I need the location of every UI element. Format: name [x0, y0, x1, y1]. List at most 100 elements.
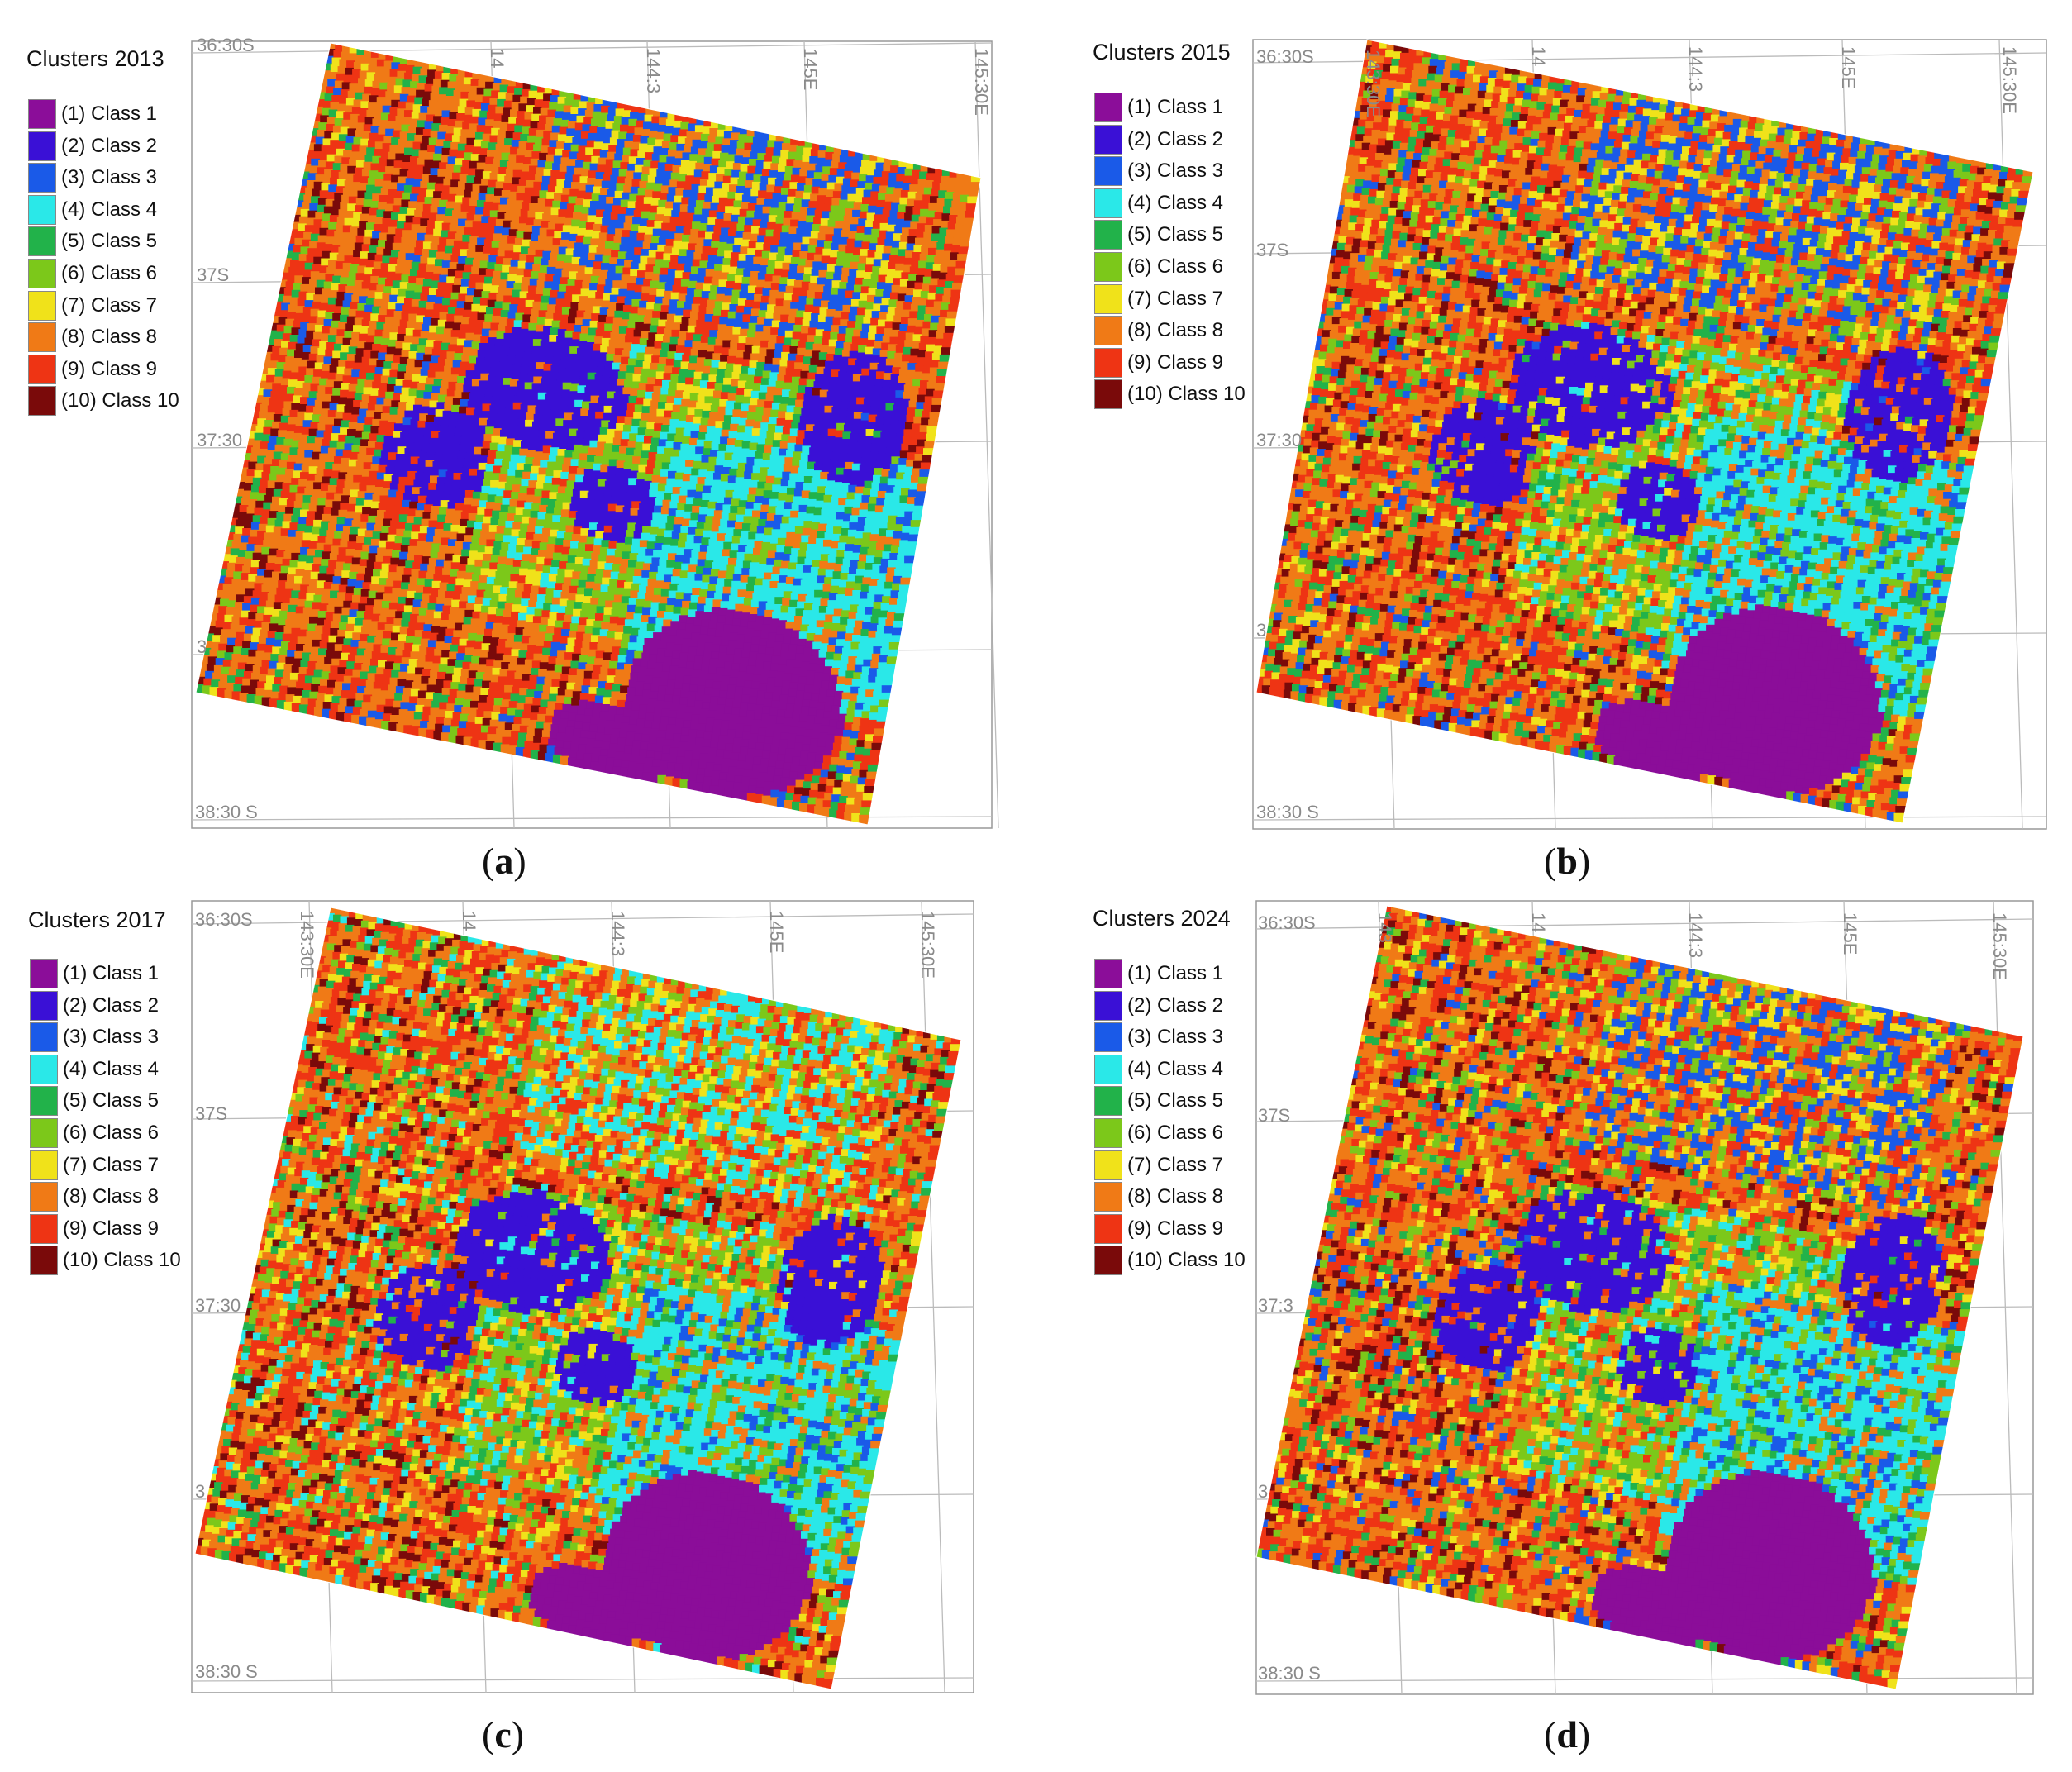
longitude-label: 144:3 — [607, 911, 628, 956]
legend-swatch — [1094, 283, 1122, 314]
map-frame — [1255, 900, 2034, 1695]
classified-scene — [195, 907, 961, 1689]
legend-swatch — [28, 322, 56, 353]
legend-label: (4) Class 4 — [1127, 1058, 1223, 1081]
legend-item: (8) Class 8 — [1094, 316, 1276, 347]
legend-swatch — [1094, 316, 1122, 346]
legend-label: (9) Class 9 — [1127, 351, 1223, 374]
legend-item: (9) Class 9 — [30, 1213, 212, 1246]
map-frame — [191, 40, 993, 829]
legend-label: (7) Class 7 — [1127, 288, 1223, 311]
longitude-label: 14 — [1528, 46, 1549, 66]
legend-label: (4) Class 4 — [61, 198, 157, 222]
legend-label: (3) Class 3 — [1127, 1026, 1223, 1049]
panel-a: 36:30S 37S 37:30 3 38:30 S 14 144:3 145E 145:30E… — [0, 0, 1036, 886]
cluster-map-2015: 36:30S 37S 37:30 3 38:30 S 143:30E 14 144:3 145E… — [1252, 39, 2047, 830]
legend-item: (2) Class 2 — [28, 131, 210, 163]
legend-label: (2) Class 2 — [61, 135, 157, 158]
legend-item: (3) Class 3 — [1094, 1022, 1276, 1054]
legend-item: (2) Class 2 — [1094, 124, 1276, 156]
legend-item: (9) Class 9 — [28, 354, 210, 386]
legend-swatch — [1094, 1150, 1122, 1180]
legend-swatch — [1094, 1213, 1122, 1244]
legend-label: (5) Class 5 — [1127, 223, 1223, 246]
legend-swatch — [28, 290, 56, 321]
graticule-lat-line — [1255, 1677, 2034, 1682]
legend-label: (10) Class 10 — [1127, 1249, 1246, 1272]
cluster-map-2017: 36:30S 37S 37:30 3 38:30 S 143:30E 14 144:3 145E… — [191, 900, 974, 1693]
legend-label: (9) Class 9 — [1127, 1217, 1223, 1241]
legend-item: (8) Class 8 — [30, 1182, 212, 1213]
graticule-lat-line — [191, 1677, 974, 1682]
latitude-label: 3 — [1258, 1481, 1268, 1502]
longitude-label: 145:30E — [1989, 912, 2010, 980]
legend-item: (1) Class 1 — [28, 99, 210, 131]
longitude-label: 145:30E — [917, 911, 938, 979]
legend-swatch — [1094, 990, 1122, 1021]
longitude-label: 145E — [1838, 46, 1859, 88]
legend-swatch — [28, 354, 56, 384]
graticule-lat-line — [191, 913, 974, 925]
legend-label: (10) Class 10 — [63, 1249, 181, 1272]
longitude-label: 143 — [1374, 912, 1395, 943]
legend-item: (4) Class 4 — [28, 194, 210, 226]
legend-label: (2) Class 2 — [63, 994, 159, 1017]
graticule-lon-line — [1993, 900, 2017, 1695]
legend-label: (6) Class 6 — [1127, 255, 1223, 279]
latitude-label: 37S — [197, 264, 229, 285]
legend-label: (8) Class 8 — [61, 326, 157, 349]
latitude-label: 3 — [195, 1481, 205, 1502]
legend-title: Clusters 2024 — [1093, 906, 1231, 931]
legend-swatch — [1094, 156, 1122, 187]
legend-item: (3) Class 3 — [28, 163, 210, 194]
legend-item: (5) Class 5 — [1094, 1086, 1276, 1117]
legend-swatch — [1094, 1246, 1122, 1276]
legend-item: (6) Class 6 — [1094, 252, 1276, 283]
legend-item: (7) Class 7 — [30, 1150, 212, 1182]
legend-item: (5) Class 5 — [1094, 220, 1276, 251]
legend-item: (10) Class 10 — [1094, 379, 1276, 411]
graticule-lat-line — [1252, 816, 2047, 821]
legend-item: (10) Class 10 — [28, 386, 210, 417]
legend-label: (6) Class 6 — [63, 1122, 159, 1145]
cluster-map-2024: 36:30S 37S 37:3 3 38:30 S 143 14 144:3 145E 145:3… — [1255, 900, 2034, 1695]
legend-label: (3) Class 3 — [61, 166, 157, 189]
legend-label: (4) Class 4 — [1127, 192, 1223, 215]
legend-label: (7) Class 7 — [1127, 1154, 1223, 1177]
latitude-label: 38:30 S — [1258, 1663, 1321, 1684]
cluster-map-2013: 36:30S 37S 37:30 3 38:30 S 14 144:3 145E 145:30E — [191, 35, 999, 829]
legend-swatch — [30, 1022, 58, 1053]
legend-label: (1) Class 1 — [61, 102, 157, 126]
scene-outline — [194, 907, 962, 1690]
longitude-label: 145E — [766, 911, 787, 953]
latitude-label: 3 — [197, 636, 207, 657]
legend-label: (4) Class 4 — [63, 1058, 159, 1081]
legend-item: (5) Class 5 — [28, 226, 210, 258]
latitude-label: 38:30 S — [195, 802, 258, 822]
longitude-label: 144:3 — [1685, 912, 1706, 958]
legend-item: (1) Class 1 — [1094, 93, 1276, 124]
panel-c: 36:30S 37S 37:30 3 38:30 S 143:30E 14 144:3 145E… — [0, 886, 1036, 1772]
legend-label: (6) Class 6 — [1127, 1122, 1223, 1145]
latitude-label: 37S — [1256, 240, 1288, 260]
legend-label: (8) Class 8 — [1127, 1185, 1223, 1208]
legend-label: (1) Class 1 — [1127, 96, 1223, 119]
legend-swatch — [28, 386, 56, 417]
scene-outline — [1255, 39, 2034, 824]
legend-swatch — [1094, 124, 1122, 155]
latitude-label: 37:3 — [1258, 1295, 1293, 1316]
classified-scene — [196, 43, 981, 825]
longitude-label: 143:30E — [1363, 50, 1384, 117]
graticule-lat-line — [191, 816, 993, 821]
legend-label: (9) Class 9 — [63, 1217, 159, 1241]
legend-title: Clusters 2013 — [26, 46, 164, 72]
legend-swatch — [1094, 1086, 1122, 1117]
legend-swatch — [1094, 93, 1122, 122]
longitude-label: 145:30E — [1999, 46, 2020, 114]
legend-title: Clusters 2015 — [1093, 40, 1231, 65]
legend-label: (10) Class 10 — [61, 389, 179, 412]
legend-item: (9) Class 9 — [1094, 347, 1276, 379]
legend-swatch — [30, 990, 58, 1021]
legend-title: Clusters 2017 — [28, 907, 166, 933]
legend-label: (9) Class 9 — [61, 358, 157, 381]
